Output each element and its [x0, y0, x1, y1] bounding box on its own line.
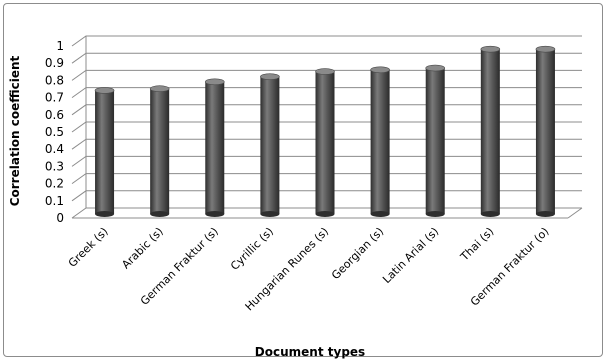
- x-tick-label: Latin Arial (s): [380, 225, 441, 286]
- gridlines: [71, 35, 583, 219]
- gridline: [71, 35, 582, 47]
- bar: [149, 85, 170, 217]
- y-tick-label: 0.3: [45, 159, 64, 173]
- y-tick-label: 0.9: [45, 56, 64, 70]
- x-axis-title: Document types: [255, 345, 365, 359]
- floor-right-edge: [567, 207, 583, 219]
- y-tick-label: 0.8: [45, 73, 64, 87]
- y-tick-label: 0.6: [45, 108, 64, 122]
- bar: [370, 66, 390, 217]
- x-tick-label: Georgian (s): [329, 225, 386, 282]
- bar: [480, 45, 501, 217]
- x-axis-ticks: Greek (s) Arabic (s)German Fraktur (s) Cyr…: [66, 225, 552, 313]
- bar: [260, 73, 280, 217]
- x-tick-label: Thai (s): [457, 225, 496, 264]
- y-tick-label: 1: [56, 39, 64, 53]
- y-axis-ticks: 0 0.1 0.2 0.3 0.4 0.5 0.6 0.7 0.8 0.9 1: [45, 39, 64, 225]
- y-tick-label: 0.1: [45, 194, 64, 208]
- y-axis-title: Correlation coefficient: [8, 55, 22, 206]
- y-tick-label: 0.7: [45, 91, 64, 105]
- x-tick-label: Arabic (s): [119, 225, 165, 271]
- x-tick-label: Cyrillic (s): [228, 225, 276, 273]
- y-tick-label: 0.5: [45, 125, 64, 139]
- y-tick-label: 0.4: [45, 142, 64, 156]
- x-tick-label: Greek (s): [66, 225, 111, 270]
- y-tick-label: 0.2: [45, 177, 64, 191]
- bar: [204, 78, 225, 217]
- y-tick-label: 0: [56, 211, 64, 225]
- bar: [425, 64, 446, 217]
- gridline: [71, 52, 582, 64]
- bar: [315, 68, 335, 217]
- bar: [535, 45, 556, 217]
- bar: [94, 87, 115, 217]
- bars: [94, 45, 556, 217]
